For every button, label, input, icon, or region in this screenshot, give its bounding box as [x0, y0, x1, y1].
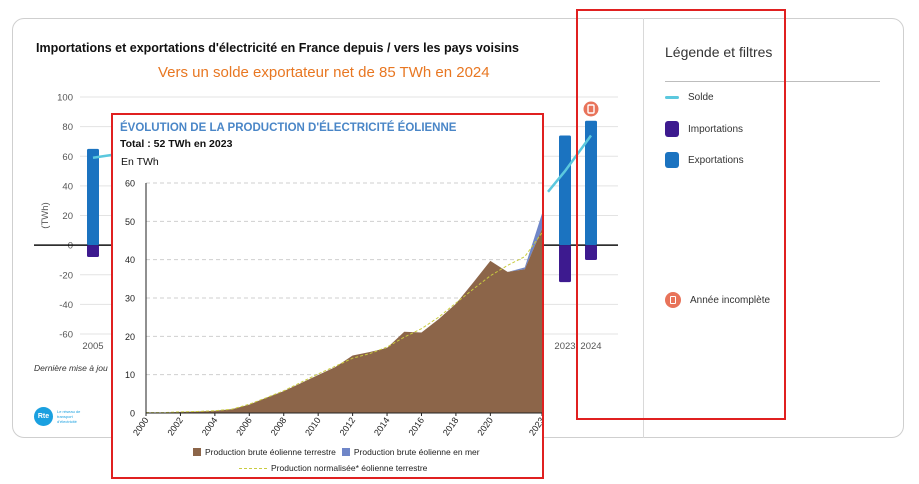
x-tick-label: 2024 — [580, 341, 601, 352]
x-tick-label: 2010 — [303, 415, 323, 437]
y-tick-label: 20 — [62, 211, 73, 222]
legend-title: Légende et filtres — [665, 44, 773, 60]
y-tick-label: 60 — [125, 179, 135, 189]
legend-label-terrestre: Production brute éolienne terrestre — [205, 447, 336, 457]
y-tick-label: 50 — [125, 217, 135, 227]
y-tick-label: 60 — [62, 152, 73, 163]
legend-label-normalisee: Production normalisée* éolienne terrestr… — [271, 463, 428, 473]
line-solde — [547, 134, 593, 193]
y-tick-label: 30 — [125, 294, 135, 304]
bar-exportations — [87, 148, 99, 246]
y-tick-label: 10 — [125, 370, 135, 380]
x-tick-label: 2006 — [234, 415, 254, 437]
inset-total: Total : 52 TWh en 2023 — [120, 138, 233, 150]
bar-importations — [559, 245, 571, 283]
bar-exportations — [559, 135, 571, 246]
panel-divider — [643, 18, 644, 438]
y-tick-label: 20 — [125, 332, 135, 342]
y-tick-label: -20 — [59, 270, 73, 281]
y-tick-label: 80 — [62, 122, 73, 133]
x-tick-label: 2004 — [200, 415, 220, 437]
rte-logo-tagline: Le réseau de transport d'électricité — [57, 409, 81, 424]
x-tick-label: 2014 — [372, 415, 392, 437]
y-tick-label: 0 — [130, 409, 135, 419]
incomplete-year-marker — [583, 101, 599, 117]
line-normalisee — [146, 232, 542, 414]
x-tick-label: 2002 — [165, 415, 185, 437]
x-tick-label: 2016 — [406, 415, 426, 437]
y-tick-label: 40 — [125, 255, 135, 265]
chart-title: Importations et exportations d'électrici… — [36, 41, 519, 55]
inset-legend-row-2: Production normalisée* éolienne terrestr… — [239, 463, 427, 473]
inset-unit-label: En TWh — [121, 156, 159, 168]
x-tick-label: 2005 — [82, 341, 103, 352]
y-tick-label: 100 — [57, 93, 73, 104]
inset-legend-row-1: Production brute éolienne terrestre Prod… — [193, 447, 480, 457]
incomplete-year-icon — [583, 101, 599, 117]
legend-swatch-mer — [341, 448, 350, 456]
legend-item-label: Solde — [688, 92, 714, 103]
bar-exportations — [585, 120, 597, 246]
legend-item-label: Année incomplète — [690, 294, 771, 306]
legend-item-solde[interactable]: Solde — [665, 92, 714, 103]
wind-production-inset: ÉVOLUTION DE LA PRODUCTION D'ÉLECTRICITÉ… — [111, 113, 544, 479]
document-icon — [665, 292, 681, 308]
y-tick-label: 40 — [62, 181, 73, 192]
legend-label-mer: Production brute éolienne en mer — [353, 447, 480, 457]
area-terrestre — [146, 229, 542, 413]
legend-item-label: Exportations — [688, 154, 744, 166]
x-tick-label: 2023 — [527, 415, 542, 437]
legend-item-label: Importations — [688, 123, 744, 135]
x-tick-label: 2012 — [338, 415, 358, 437]
wind-area-chart: 0 10 20 30 40 50 60 2000 2002 2004 2006 2008 2010 201… — [125, 179, 542, 438]
line-swatch-icon — [665, 96, 679, 99]
bar-importations — [585, 245, 597, 260]
document-icon — [587, 104, 595, 114]
last-update-note: Dernière mise à jou — [34, 363, 108, 373]
legend-divider — [665, 81, 880, 82]
rte-logo: Rte Le réseau de transport d'électricité — [34, 407, 89, 426]
inset-title: ÉVOLUTION DE LA PRODUCTION D'ÉLECTRICITÉ… — [120, 122, 457, 134]
box-swatch-icon — [665, 152, 679, 168]
legend-swatch-terrestre — [193, 448, 201, 456]
rte-logo-mark: Rte — [34, 407, 53, 426]
chart-subtitle: Vers un solde exportateur net de 85 TWh … — [158, 64, 490, 81]
highlight-frame-legend — [576, 9, 786, 420]
x-tick-label: 2018 — [441, 415, 461, 437]
x-tick-label: 2008 — [269, 415, 289, 437]
x-tick-label: 2000 — [131, 415, 151, 437]
x-tick-label: 2023 — [554, 341, 575, 352]
y-tick-label: 0 — [68, 241, 73, 252]
y-tick-label: -40 — [59, 300, 73, 311]
bar-importations — [87, 245, 99, 257]
x-tick-label: 2020 — [475, 415, 495, 437]
legend-item-incomplete-year: Année incomplète — [665, 292, 770, 308]
box-swatch-icon — [665, 121, 679, 137]
legend-item-exportations[interactable]: Exportations — [665, 152, 744, 168]
legend-item-importations[interactable]: Importations — [665, 121, 743, 137]
y-tick-label: -60 — [59, 330, 73, 341]
legend-swatch-normalisee — [239, 467, 267, 469]
y-axis-label: (TWh) — [40, 202, 51, 228]
